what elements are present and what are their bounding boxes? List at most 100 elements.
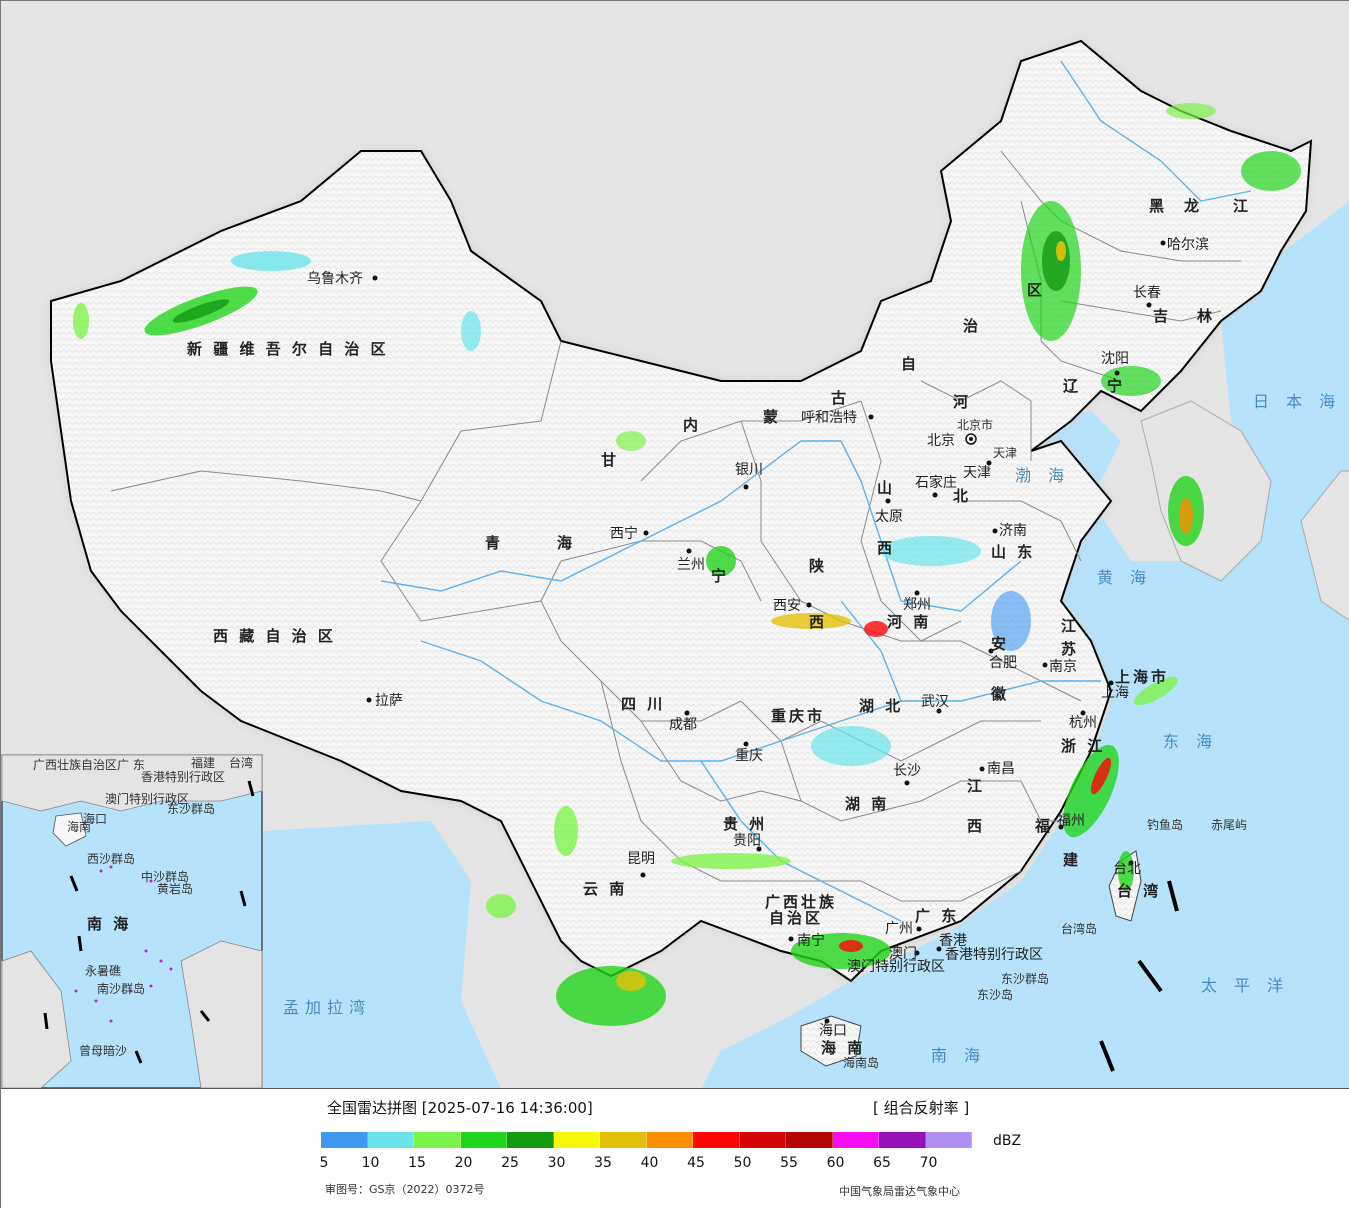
- region-label-xinjiang: 新 疆 维 吾 尔 自 治 区: [187, 340, 389, 358]
- city-taipei[interactable]: 台北: [1113, 860, 1141, 878]
- inset-label-fujian: 福建: [191, 755, 215, 770]
- city-kunming[interactable]: 昆明: [627, 851, 655, 878]
- city-hohhot[interactable]: 呼和浩特: [801, 410, 874, 426]
- svg-text:沈阳: 沈阳: [1101, 351, 1129, 367]
- legend-swatch-15: [414, 1132, 461, 1148]
- city-fuzhou[interactable]: 福州: [1057, 813, 1085, 830]
- region-label-heilongjiang-3: 江: [1233, 197, 1251, 215]
- region-label-gansu: 甘: [601, 451, 619, 469]
- svg-text:海口: 海口: [819, 1023, 847, 1039]
- city-jinan[interactable]: 济南: [992, 523, 1028, 539]
- city-haikou[interactable]: 海口: [819, 1018, 847, 1040]
- city-changsha[interactable]: 长沙: [893, 763, 921, 786]
- legend-tick-25: 25: [501, 1155, 519, 1171]
- inset-label-yongshu: 永暑礁: [85, 963, 121, 978]
- island-label-taiwandao: 台湾岛: [1061, 921, 1097, 936]
- city-hefei[interactable]: 合肥: [988, 648, 1018, 672]
- region-label-hubei: 湖 北: [859, 697, 903, 715]
- city-tianjin[interactable]: 天津: [963, 460, 992, 482]
- legend-tick-10: 10: [361, 1155, 380, 1171]
- region-label-qinghai-2: 海: [557, 534, 575, 552]
- city-wuhan[interactable]: 武汉: [921, 694, 949, 714]
- region-label-hainan: 海 南: [821, 1039, 865, 1057]
- city-chongqing[interactable]: 重庆: [735, 741, 763, 765]
- legend-tick-5: 5: [319, 1155, 329, 1171]
- svg-text:南京: 南京: [1049, 659, 1077, 675]
- region-label-sichuan: 四 川: [621, 695, 665, 713]
- inset-label-taiwan: 台湾: [229, 755, 253, 770]
- region-label-chongqing: 重庆市: [771, 707, 825, 725]
- region-labels: 新 疆 维 吾 尔 自 治 区 西 藏 自 治 区 青 海 甘 内 蒙 古 自 …: [187, 197, 1251, 1057]
- region-label-shaanxi-2: 西: [809, 613, 827, 631]
- inset-label-nansha: 南沙群岛: [97, 981, 145, 996]
- city-chengdu[interactable]: 成都: [669, 710, 697, 734]
- region-label-neimenggu-1: 内: [683, 416, 701, 434]
- svg-text:太原: 太原: [875, 509, 903, 525]
- city-harbin[interactable]: 哈尔滨: [1160, 237, 1210, 253]
- svg-text:昆明: 昆明: [627, 851, 655, 867]
- city-nanchang[interactable]: 南昌: [979, 761, 1016, 777]
- maritime-boundary-dashes: [1099, 880, 1179, 1072]
- region-label-ningxia-1: 宁: [711, 567, 729, 585]
- legend-tick-65: 65: [873, 1155, 891, 1171]
- city-nanjing[interactable]: 南京: [1042, 659, 1078, 675]
- reflectivity-color-bar: [321, 1132, 972, 1148]
- island-label-hainandao: 海南岛: [843, 1055, 879, 1070]
- city-nanning[interactable]: 南宁: [788, 932, 826, 949]
- svg-text:贵阳: 贵阳: [733, 833, 761, 849]
- city-shanghai[interactable]: 上海: [1101, 680, 1129, 702]
- sea-label-donghai: 东 海: [1163, 732, 1218, 751]
- region-label-macau: 澳门特别行政区: [847, 959, 945, 975]
- region-label-guangxi-2: 自治区: [769, 909, 823, 927]
- city-changchun[interactable]: 长春: [1133, 285, 1161, 308]
- legend-swatch-20: [460, 1132, 507, 1148]
- city-shijiazhuang[interactable]: 石家庄: [915, 474, 957, 498]
- svg-text:石家庄: 石家庄: [915, 474, 957, 491]
- city-beijing[interactable]: 北京: [927, 433, 977, 449]
- region-label-beijing: 北京市: [957, 417, 993, 432]
- city-hangzhou[interactable]: 杭州: [1069, 710, 1097, 732]
- city-urumqi[interactable]: 乌鲁木齐: [307, 271, 378, 287]
- region-label-fujian-2: 建: [1063, 851, 1081, 869]
- city-guiyang[interactable]: 贵阳: [733, 833, 762, 852]
- svg-text:成都: 成都: [669, 717, 697, 733]
- city-hongkong[interactable]: 香港: [936, 933, 968, 952]
- region-label-hebei-2: 北: [953, 487, 971, 505]
- city-guangzhou[interactable]: 广州: [885, 921, 922, 937]
- city-xining[interactable]: 西宁: [610, 525, 649, 542]
- sea-label-bengal: 孟加拉湾: [283, 998, 371, 1017]
- legend-swatch-55: [786, 1132, 833, 1148]
- region-label-tianjin: 天津: [993, 446, 1017, 460]
- city-yinchuan[interactable]: 银川: [735, 462, 763, 490]
- legend-tick-40: 40: [640, 1155, 659, 1171]
- city-lhasa[interactable]: 拉萨: [366, 693, 404, 709]
- svg-text:香港: 香港: [939, 933, 967, 949]
- legend-swatch-65: [879, 1132, 926, 1148]
- svg-text:南宁: 南宁: [797, 932, 825, 949]
- island-labels: 钓鱼岛 赤尾屿 台湾岛 海南岛 东沙群岛 东沙岛: [843, 817, 1247, 1070]
- legend-tick-35: 35: [594, 1155, 612, 1171]
- legend-tick-20: 20: [454, 1155, 473, 1171]
- city-taiyuan[interactable]: 太原: [875, 498, 903, 526]
- province-borders: [110, 150, 1241, 902]
- city-zhengzhou[interactable]: 郑州: [903, 590, 931, 614]
- region-label-neimenggu-3: 古: [831, 389, 849, 407]
- legend-tick-30: 30: [547, 1155, 566, 1171]
- hainan-island: [800, 1015, 862, 1067]
- east-sea-water: [701, 401, 1349, 1088]
- rivers: [380, 60, 1252, 922]
- unit-label: dBZ: [993, 1133, 1022, 1149]
- legend-swatch-60: [832, 1132, 879, 1148]
- city-xian[interactable]: 西安: [773, 598, 812, 614]
- inset-label-hk: 香港特别行政区: [141, 769, 225, 784]
- city-shenyang[interactable]: 沈阳: [1101, 351, 1129, 376]
- legend-title: 全国雷达拼图 [2025-07-16 14:36:00]: [327, 1099, 593, 1117]
- island-label-dongshadao: 东沙岛: [977, 987, 1013, 1002]
- product-label: [ 组合反射率 ]: [873, 1099, 970, 1117]
- city-macau[interactable]: 澳门: [889, 946, 920, 962]
- city-lanzhou[interactable]: 兰州: [677, 548, 705, 574]
- legend-tick-55: 55: [780, 1155, 798, 1171]
- legend-swatch-40: [646, 1132, 693, 1148]
- inset-label-zengmuansha: 曾母暗沙: [79, 1043, 127, 1058]
- radar-map[interactable]: 新 疆 维 吾 尔 自 治 区 西 藏 自 治 区 青 海 甘 内 蒙 古 自 …: [1, 1, 1349, 1089]
